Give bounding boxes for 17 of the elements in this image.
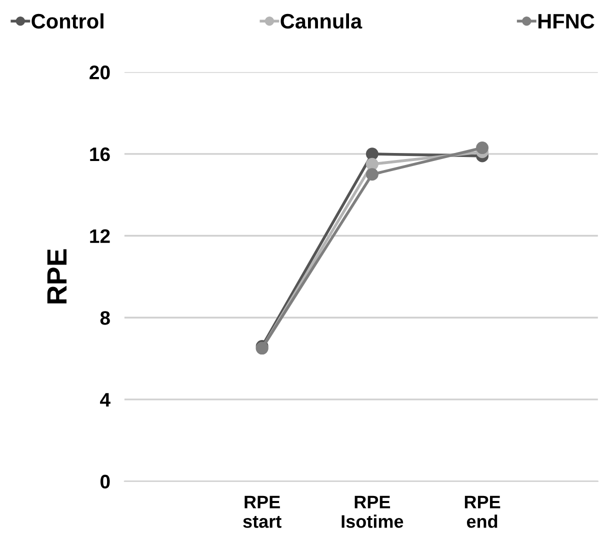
point — [366, 148, 378, 160]
legend-label: Control — [32, 13, 104, 29]
x-tick-label: RPE end — [464, 496, 500, 528]
y-tick-label: 0 — [100, 474, 110, 489]
legend-label: HFNC — [538, 14, 594, 29]
point — [476, 142, 489, 154]
y-tick-label: 16 — [90, 147, 110, 162]
y-tick-label: 8 — [100, 311, 110, 325]
legend-label: Cannula — [280, 13, 362, 29]
y-tick-label: 20 — [90, 66, 110, 80]
x-tick-label: RPE start — [243, 496, 282, 528]
x-tick-label: RPE Isotime — [342, 496, 404, 528]
y-tick-label: 12 — [90, 229, 110, 243]
y-axis-title: RPE — [47, 249, 66, 304]
point — [366, 158, 378, 170]
y-tick-label: 4 — [100, 393, 110, 406]
point — [366, 168, 378, 181]
